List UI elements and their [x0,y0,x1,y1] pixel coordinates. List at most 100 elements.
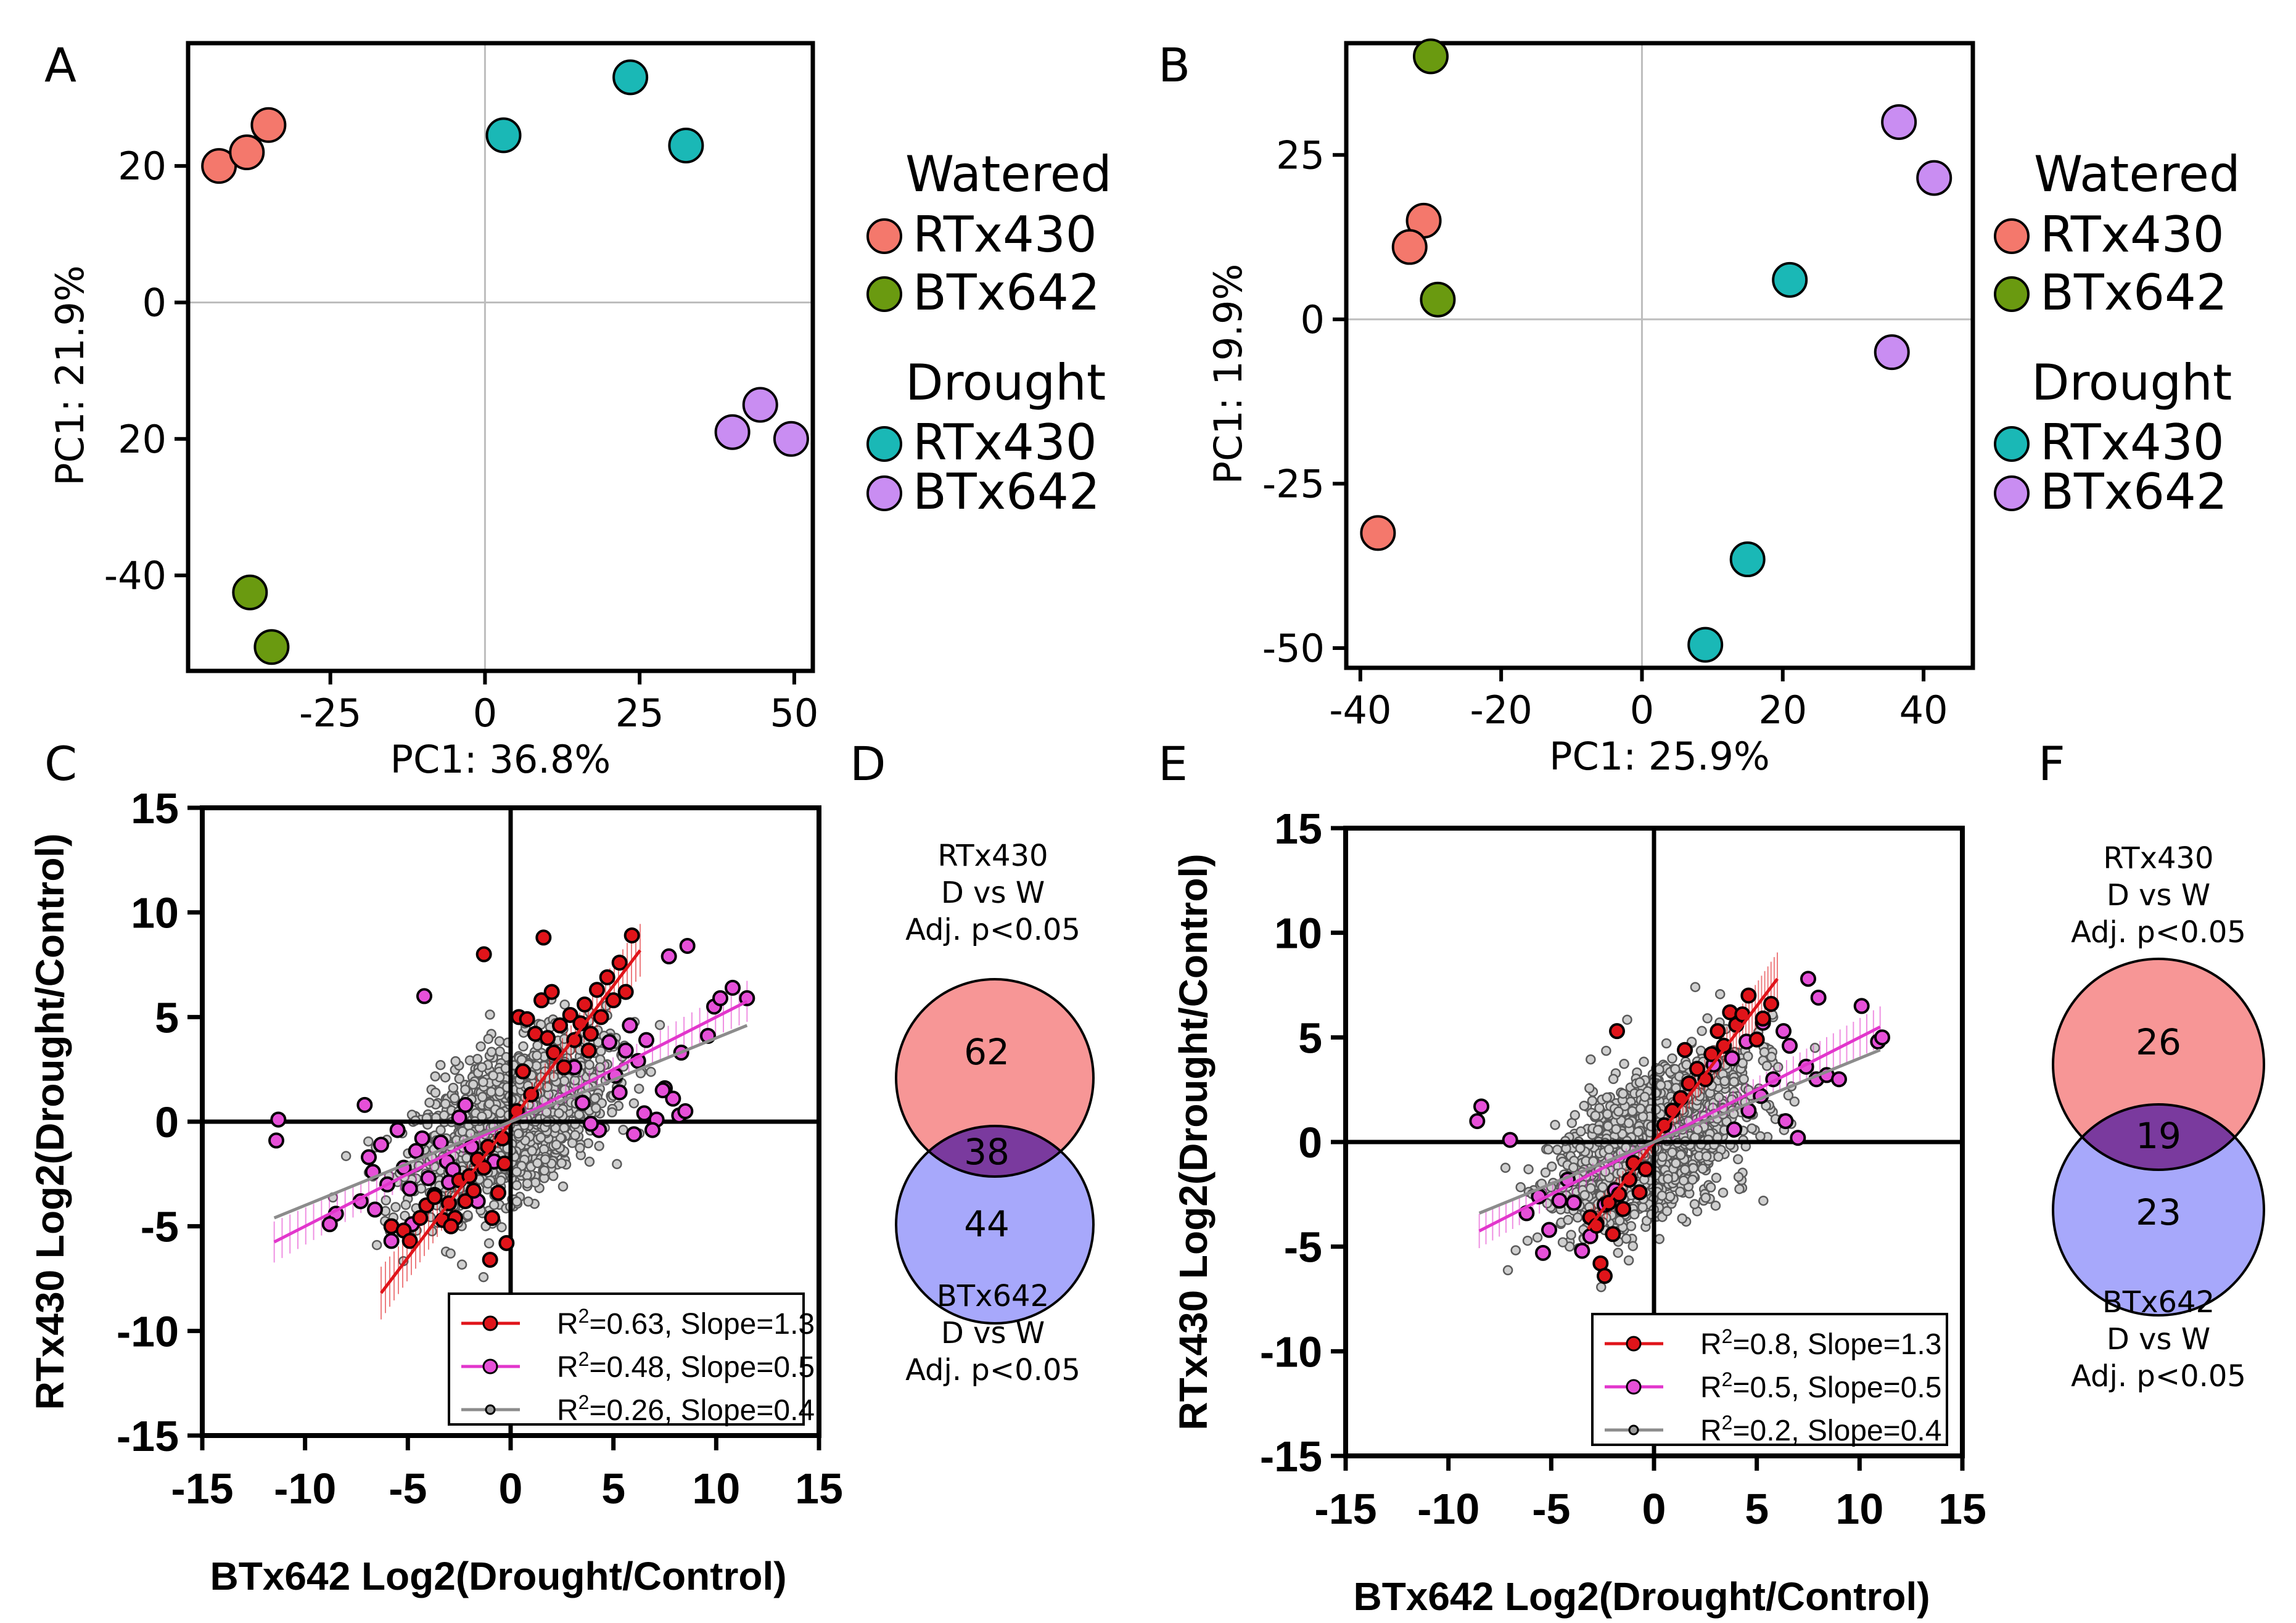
scatter-e-magenta-point [1777,1113,1794,1130]
legend-b-drought-rtx430-label: RTx430 [2040,414,2224,471]
pca-b-point-drought-rtx430 [1772,261,1808,298]
panel-label-c: C [44,736,77,791]
background-point [1639,1091,1650,1103]
background-point [472,1054,483,1064]
background-point [1619,1059,1629,1069]
background-point [511,1180,522,1191]
fit-legend-swatch-marker [482,1315,498,1331]
background-point [448,1082,459,1093]
scatter-e-x-tick-label: 5 [1745,1485,1769,1533]
background-point [511,1166,522,1177]
background-point [1688,1163,1698,1173]
scatter-e-red-point [1716,1037,1732,1054]
background-point [559,999,570,1010]
pca-a-x-tick-label: -25 [299,691,361,736]
background-point [1586,1183,1596,1194]
background-point [1697,1025,1707,1037]
pca-b-point-watered-rtx430 [1360,515,1396,551]
fit-legend-swatch-marker [1628,1424,1639,1436]
scatter-c-magenta-point [644,1122,660,1138]
background-point [1568,1162,1579,1173]
scatter-plot-c: -15 -10 -5 0 5 10 15 15 10 5 0 -5 -10 -15 BTx642 Log2(… [28,784,843,1598]
background-point [1654,1234,1665,1244]
background-point [449,1093,460,1104]
background-point [1502,1265,1513,1276]
pca-a-point-drought-rtx430 [668,127,704,163]
panel-b: B -40 -20 0 20 40 25 0 -25 -50 PC1: 25.9% PC1: 19.… [1158,38,1975,779]
background-point [1714,988,1726,1000]
scatter-e-y-tick-label: -10 [1260,1328,1322,1376]
background-point [513,1128,524,1139]
scatter-c-red-point [540,1030,556,1046]
pca-a-x-tick-label: 25 [615,691,664,736]
background-point [381,1195,392,1206]
pca-a-y-tick-label: 20 [118,144,167,189]
legend-a-watered-rtx430-marker [866,218,902,254]
pca-a-point-watered-btx642 [253,629,290,665]
background-point [1711,1172,1722,1183]
background-point [400,1199,411,1210]
background-point [628,1098,640,1109]
background-point [1623,1255,1634,1266]
background-point [518,1041,529,1052]
background-point [1667,1147,1677,1158]
background-point [485,1009,495,1020]
scatter-e-y-tick-label: -5 [1284,1223,1322,1272]
pca-a-y-tick-label: 0 [142,280,167,325]
scatter-c-x-axis-title: BTx642 Log2(Drought/Control) [210,1554,786,1598]
scatter-c-magenta-point [679,937,696,954]
venn-d-top-only-count: 62 [964,1031,1010,1073]
background-point [494,1087,505,1097]
pca-b-y-tick-label: -25 [1262,461,1325,506]
background-point [494,1036,505,1046]
background-point [1743,1051,1753,1062]
background-point [486,1087,496,1097]
pca-b-x-tick-label: 20 [1758,688,1807,733]
pca-b-x-axis-title: PC1: 25.9% [1549,734,1770,779]
background-point [584,1059,595,1070]
background-point [532,1040,543,1051]
panel-label-d: D [850,736,886,791]
scatter-c-red-point [482,1251,498,1268]
background-point [450,1056,461,1067]
scatter-e-x-tick-label: 15 [1938,1485,1986,1533]
background-point [1566,1230,1576,1240]
background-point [483,1033,494,1044]
background-point [1602,1109,1613,1119]
background-point [1656,1190,1668,1201]
scatter-c-red-point [466,1182,482,1199]
legend-b-watered-heading: Watered [2034,146,2240,203]
scatter-c-red-point [535,929,552,946]
scatter-e-magenta-point [1566,1194,1582,1211]
scatter-c-red-point [562,1006,578,1023]
scatter-c-magenta-point [574,1095,591,1111]
venn-d-bottom-label-line1: BTx642 [937,1279,1049,1313]
background-point [1689,1199,1700,1210]
scatter-e-red-point [1677,1042,1693,1058]
scatter-c-magenta-point [611,1084,628,1101]
background-point [1637,1202,1648,1212]
pca-a-point-drought-btx642 [742,387,778,423]
scatter-e-red-point [1740,987,1757,1004]
background-point [363,1136,374,1147]
background-point [1579,1100,1589,1111]
background-point [468,1079,479,1090]
legend-a-watered-btx642-marker [866,276,902,312]
scatter-e-x-tick-label: 0 [1642,1485,1666,1533]
background-point [532,1157,543,1169]
scatter-e-magenta-point [1551,1193,1568,1209]
background-point [1676,1149,1686,1161]
background-point [558,1181,569,1192]
venn-f-bottom-label-line3: Adj. p<0.05 [2071,1359,2246,1394]
background-point [1678,1175,1689,1186]
venn-f-top-circle [2053,959,2264,1170]
background-point [1687,1174,1698,1185]
pca-b-y-tick-label: 0 [1301,297,1325,342]
scatter-c-red-point [457,1193,474,1209]
background-point [1590,1110,1601,1121]
background-point [551,1140,562,1150]
panel-label-b: B [1158,38,1190,92]
fit-legend-label: R2=0.48, Slope=0.5 [557,1348,815,1384]
background-point [1618,1088,1628,1099]
venn-d-top-circle [896,979,1093,1177]
